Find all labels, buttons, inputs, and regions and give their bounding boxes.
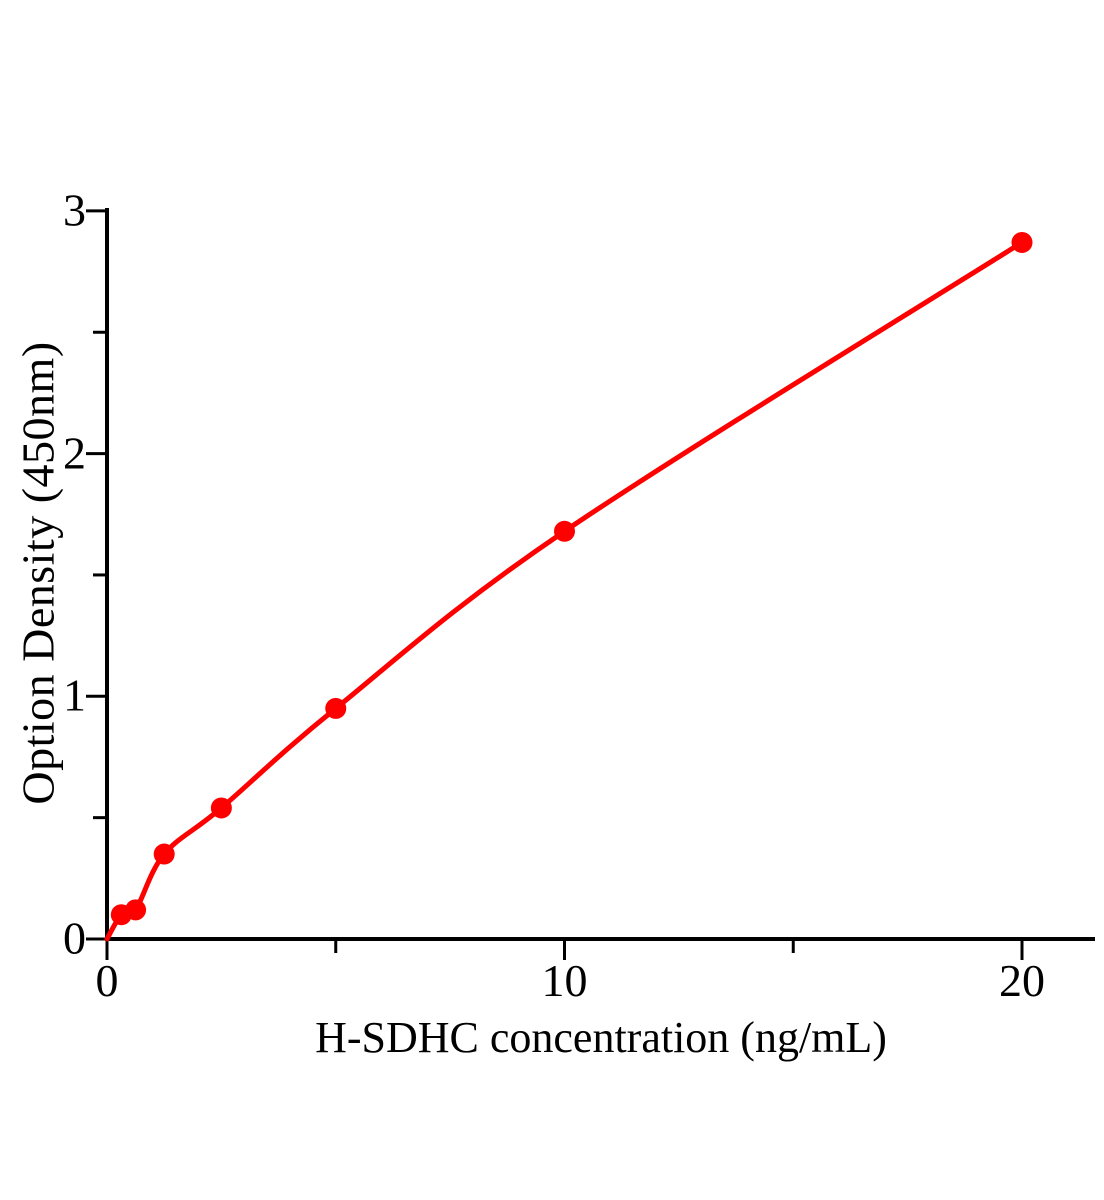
x-axis-title: H-SDHC concentration (ng/mL) — [315, 1013, 887, 1062]
data-point — [554, 520, 575, 542]
fit-curve — [104, 239, 1025, 942]
x-tick-label: 20 — [999, 955, 1045, 1006]
y-tick-label: 0 — [63, 912, 86, 964]
y-tick-label: 1 — [63, 670, 86, 721]
data-point — [125, 899, 147, 921]
x-tick-label: 0 — [95, 955, 119, 1006]
y-tick-label: 3 — [63, 184, 86, 236]
y-axis-title: Option Density (450nm) — [12, 341, 64, 805]
data-point — [153, 843, 175, 865]
y-tick-label: 2 — [63, 427, 86, 479]
data-point — [1011, 231, 1033, 253]
data-point — [325, 697, 347, 719]
data-point — [210, 797, 232, 819]
x-tick-label: 10 — [541, 955, 588, 1006]
